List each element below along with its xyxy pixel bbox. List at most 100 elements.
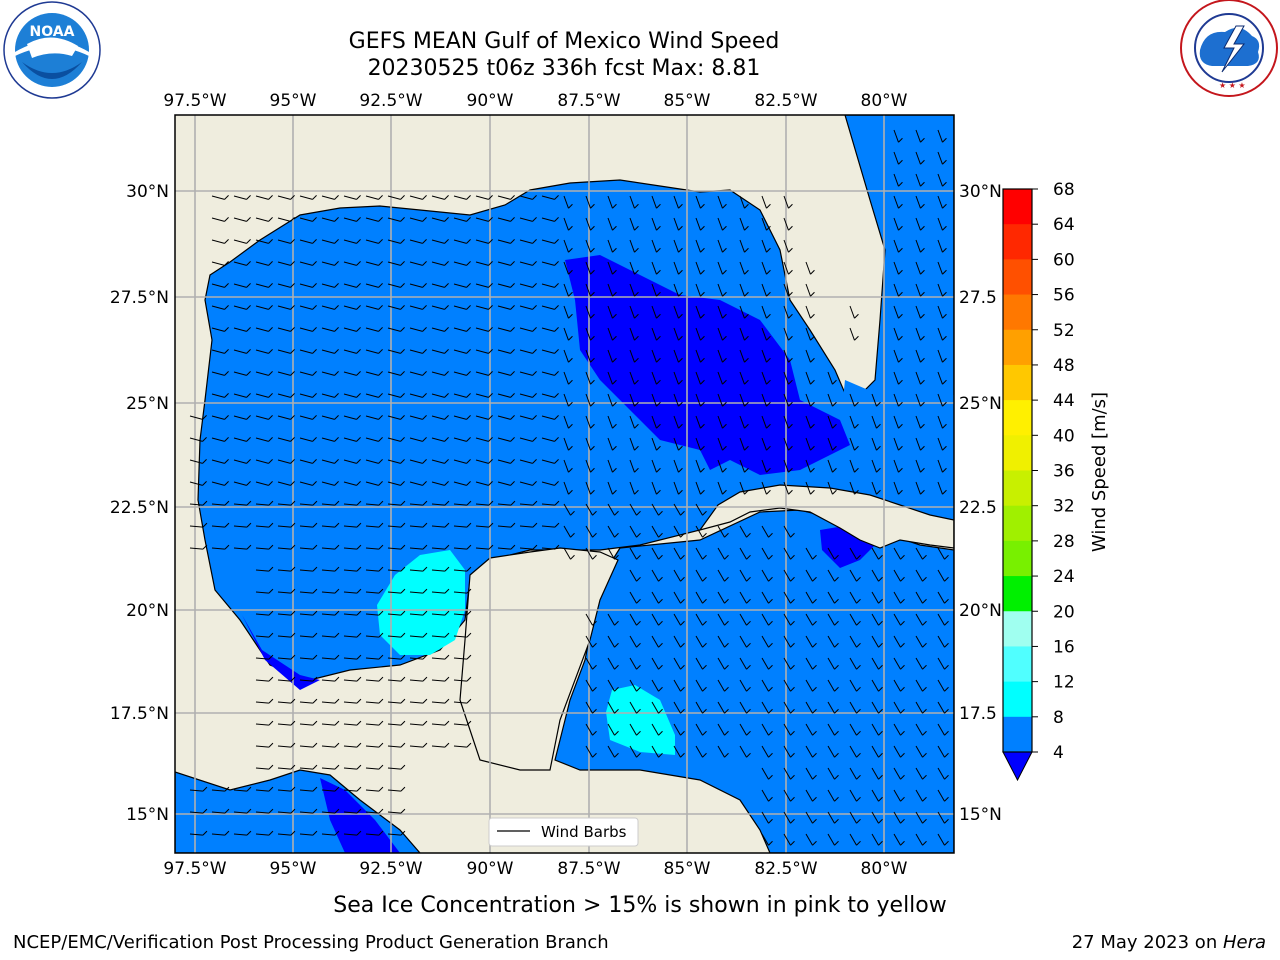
wind-barb-flag <box>592 752 597 758</box>
wind-barb-flag <box>832 445 837 451</box>
wind-barb <box>893 745 901 758</box>
wind-barb <box>651 591 659 604</box>
wind-barb-flag <box>790 708 795 714</box>
wind-barb <box>475 503 489 506</box>
wind-barb <box>849 569 857 582</box>
wind-barb <box>673 591 681 604</box>
wind-barb <box>431 525 445 528</box>
wind-barb <box>827 833 835 846</box>
wind-barb <box>739 217 745 231</box>
wind-barb-flag <box>898 357 903 363</box>
wind-barb-flag <box>856 752 861 758</box>
wind-barb-flag <box>444 415 449 420</box>
wind-barb <box>805 569 813 582</box>
wind-barb <box>739 349 745 363</box>
wind-barb-flag <box>834 840 839 846</box>
wind-barb-flag <box>612 225 617 231</box>
wind-barb-flag <box>510 371 515 376</box>
wind-barb <box>541 393 555 398</box>
wind-barb-flag <box>268 566 274 572</box>
wind-barb <box>805 679 813 692</box>
wind-barb <box>607 481 613 495</box>
wind-barb-flag <box>590 313 595 319</box>
wind-barb-flag <box>532 393 537 398</box>
wind-barb-flag <box>554 327 559 332</box>
wind-barb-flag <box>378 500 384 506</box>
wind-barb <box>915 151 921 165</box>
wind-barb <box>651 525 659 538</box>
wind-barb-flag <box>224 239 229 244</box>
lat-label-right: 20°N <box>959 601 1002 621</box>
wind-barb <box>519 349 533 354</box>
wind-barb <box>431 393 445 398</box>
wind-barb <box>607 657 615 670</box>
wind-barb-flag <box>614 510 619 516</box>
wind-barb-flag <box>246 437 251 442</box>
wind-barb <box>673 701 681 714</box>
wind-barb <box>937 569 945 582</box>
wind-barb-flag <box>444 283 449 288</box>
wind-barb-flag <box>246 349 251 354</box>
wind-barb-flag <box>290 830 296 836</box>
wind-barb <box>255 349 269 354</box>
wind-barb <box>827 613 835 626</box>
wind-barb <box>673 393 679 407</box>
colorbar-band <box>1003 646 1032 683</box>
wind-barb <box>321 393 335 398</box>
wind-barb-flag <box>378 415 383 420</box>
wind-barb-flag <box>768 774 773 780</box>
wind-barb-flag <box>312 195 317 200</box>
wind-barb <box>343 327 357 332</box>
wind-barb-flag <box>202 830 208 836</box>
wind-barb-flag <box>290 305 295 310</box>
wind-barb <box>365 305 379 310</box>
wind-barb <box>849 701 857 714</box>
wind-barb-flag <box>554 393 559 398</box>
wind-barb <box>409 239 423 244</box>
wind-barb <box>871 767 879 780</box>
wind-barb <box>563 261 569 275</box>
svg-text:★ ★ ★: ★ ★ ★ <box>1219 81 1246 90</box>
wind-barb <box>629 195 635 209</box>
wind-barb <box>673 261 679 275</box>
wind-barb-flag <box>554 349 559 354</box>
wind-barb-flag <box>312 566 318 572</box>
wind-barb <box>673 327 679 341</box>
wind-barb-flag <box>898 181 903 187</box>
wind-barb-flag <box>422 261 427 266</box>
wind-barb-flag <box>614 730 619 736</box>
wind-barb-flag <box>656 401 661 407</box>
wind-barb <box>871 657 879 670</box>
wind-barb-flag <box>658 576 663 582</box>
wind-barb-flag <box>766 291 771 297</box>
wind-barb-flag <box>746 620 751 626</box>
wind-barb-flag <box>590 489 595 495</box>
wind-barb <box>871 833 879 846</box>
wind-barb-flag <box>658 752 663 758</box>
wind-barb-flag <box>834 708 839 714</box>
wind-barb-flag <box>944 664 949 670</box>
wind-barb-flag <box>592 686 597 692</box>
wind-barb <box>409 305 423 310</box>
wind-barb <box>717 569 725 582</box>
wind-barb <box>761 327 767 341</box>
wind-barb-flag <box>422 544 428 550</box>
wind-barb <box>233 789 247 792</box>
high-wind-area-campeche <box>377 550 465 655</box>
wind-barb-flag <box>614 686 619 692</box>
wind-barb <box>277 239 291 244</box>
wind-barb <box>211 195 225 200</box>
wind-barb <box>453 195 467 200</box>
wind-barb-flag <box>724 598 729 604</box>
wind-barb <box>937 437 943 451</box>
wind-barb-flag <box>444 459 449 464</box>
wind-barb-flag <box>312 500 318 506</box>
wind-barb-flag <box>290 283 295 288</box>
wind-barb <box>343 503 357 506</box>
wind-barb-flag <box>878 576 883 582</box>
wind-barb <box>277 371 291 376</box>
wind-barb <box>607 349 613 363</box>
wind-barb-flag <box>790 598 795 604</box>
wind-barb <box>717 283 723 297</box>
wind-barb <box>893 393 899 407</box>
